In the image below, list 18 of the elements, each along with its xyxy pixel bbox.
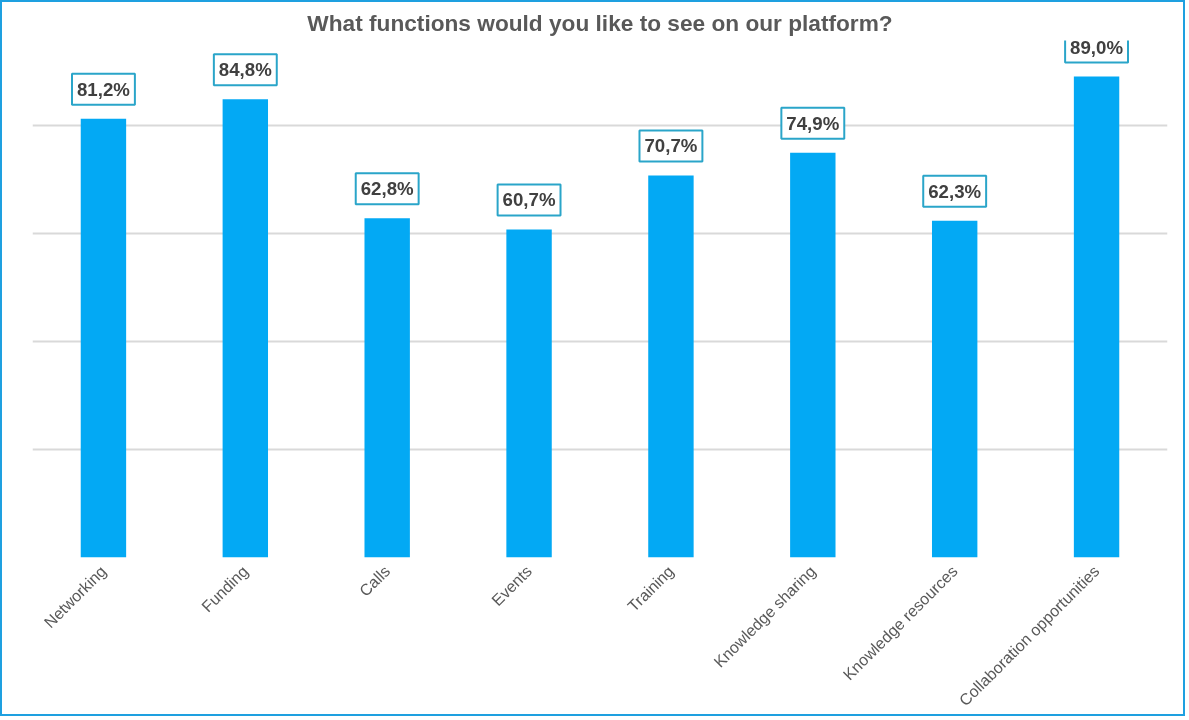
bar: [222, 99, 269, 558]
data-label: 81,2%: [76, 78, 131, 100]
bar: [506, 229, 552, 558]
data-label: 62,3%: [928, 180, 982, 202]
bar: [931, 220, 978, 558]
bar: [80, 118, 127, 558]
bar: [648, 175, 694, 558]
x-tick-label: Calls: [356, 562, 394, 600]
data-label: 74,9%: [786, 112, 840, 134]
chart-title: What functions would you like to see on our platform?: [307, 9, 893, 36]
data-label: 84,8%: [218, 59, 273, 81]
data-label: 70,7%: [644, 135, 698, 157]
bar: [364, 218, 410, 558]
bar: [1073, 76, 1120, 558]
data-label: 60,7%: [502, 189, 556, 211]
data-label: 62,8%: [360, 178, 415, 200]
bar: [790, 152, 836, 558]
data-label: 89,0%: [1070, 36, 1124, 58]
